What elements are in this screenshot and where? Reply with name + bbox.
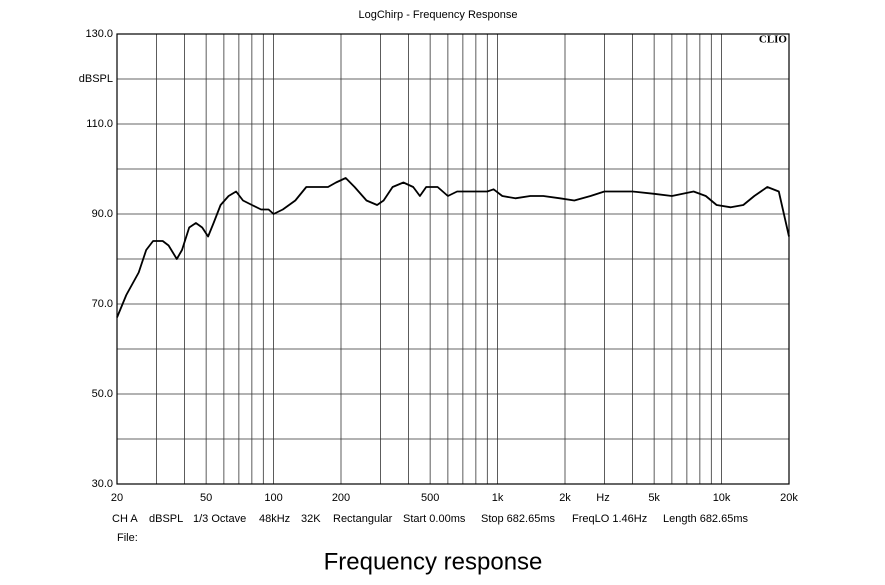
x-tick-label: 20 [111,492,123,504]
y-axis-label: dBSPL [79,73,113,85]
plot-frame [116,33,790,485]
y-tick-label: 70.0 [92,298,113,310]
y-tick-label: 30.0 [92,478,113,490]
x-tick-label: 500 [421,492,439,504]
y-tick-label: 110.0 [86,118,113,130]
y-tick-label: 130.0 [85,28,113,40]
info-item: dBSPL [149,513,183,525]
x-tick-label: 100 [264,492,282,504]
y-tick-label: 90.0 [92,208,113,220]
brand: CLIO [759,34,788,46]
info-item: CH A [112,513,138,525]
x-tick-label: 2k [559,492,571,504]
response-line [116,177,790,318]
info-item: 1/3 Octave [193,513,246,525]
x-tick-label: 20k [780,492,798,504]
info-item: Stop 682.65ms [481,513,555,525]
info-item: FreqLO 1.46Hz [572,513,647,525]
file-label: File: [117,532,138,544]
x-tick-label: 10k [713,492,731,504]
y-tick-label: 50.0 [92,388,113,400]
caption: Frequency response [324,548,543,575]
info-item: 32K [301,513,321,525]
info-item: 48kHz [259,513,290,525]
chart-title: LogChirp - Frequency Response [359,9,518,21]
x-unit-label: Hz [596,492,609,504]
info-item: Start 0.00ms [403,513,466,525]
x-tick-label: 200 [332,492,350,504]
x-tick-label: 50 [200,492,212,504]
x-tick-label: 5k [648,492,660,504]
info-item: Rectangular [333,513,393,525]
x-tick-label: 1k [492,492,504,504]
info-item: Length 682.65ms [663,513,749,525]
